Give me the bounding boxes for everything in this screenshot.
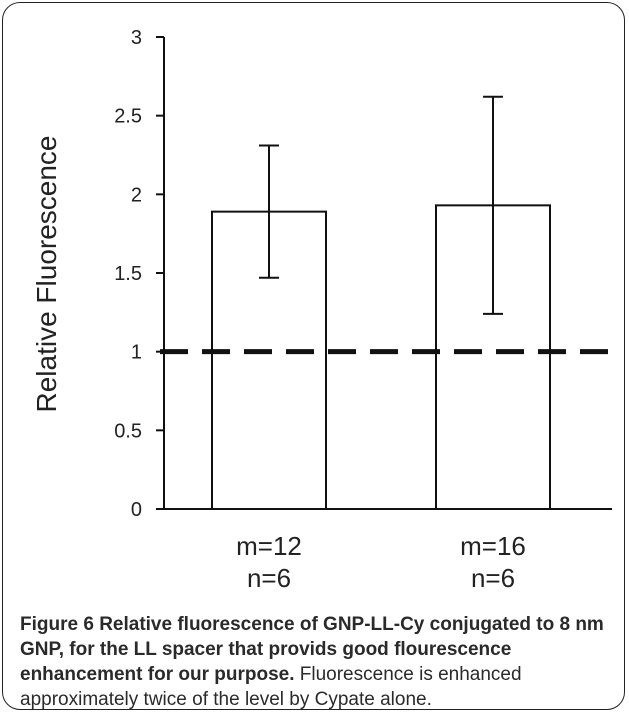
x-axis: m=12n=6m=16n=6 [164, 508, 612, 593]
bars [160, 95, 614, 510]
y-tick-label: 1.5 [114, 263, 142, 285]
caption-label: Figure 6 [20, 614, 94, 635]
y-tick-label: 0.5 [114, 420, 142, 442]
bar-chart: 00.511.522.53 m=12n=6m=16n=6 Relative Fl… [31, 27, 614, 593]
y-tick-label: 1 [131, 342, 142, 364]
x-category-sublabel: n=6 [247, 563, 291, 593]
y-axis: 0 0.5 1 1.5 2 2.5 3 [114, 27, 165, 521]
x-category-label: m=16 [460, 531, 526, 561]
figure-caption: Figure 6 Relative fluorescence of GNP-LL… [20, 612, 610, 712]
y-tick-label: 3 [131, 27, 142, 49]
caption-title: Relative fluorescence of GNP-LL-Cy conju… [20, 614, 604, 685]
x-category-label: m=12 [236, 531, 302, 561]
caption-body: Fluorescence is enhanced approximately t… [20, 664, 522, 710]
y-axis-label: Relative Fluorescence [31, 135, 62, 412]
x-category-sublabel: n=6 [471, 563, 515, 593]
y-tick-label: 2 [131, 184, 142, 206]
y-tick-label: 2.5 [114, 106, 142, 128]
y-tick-label: 0 [131, 499, 142, 521]
